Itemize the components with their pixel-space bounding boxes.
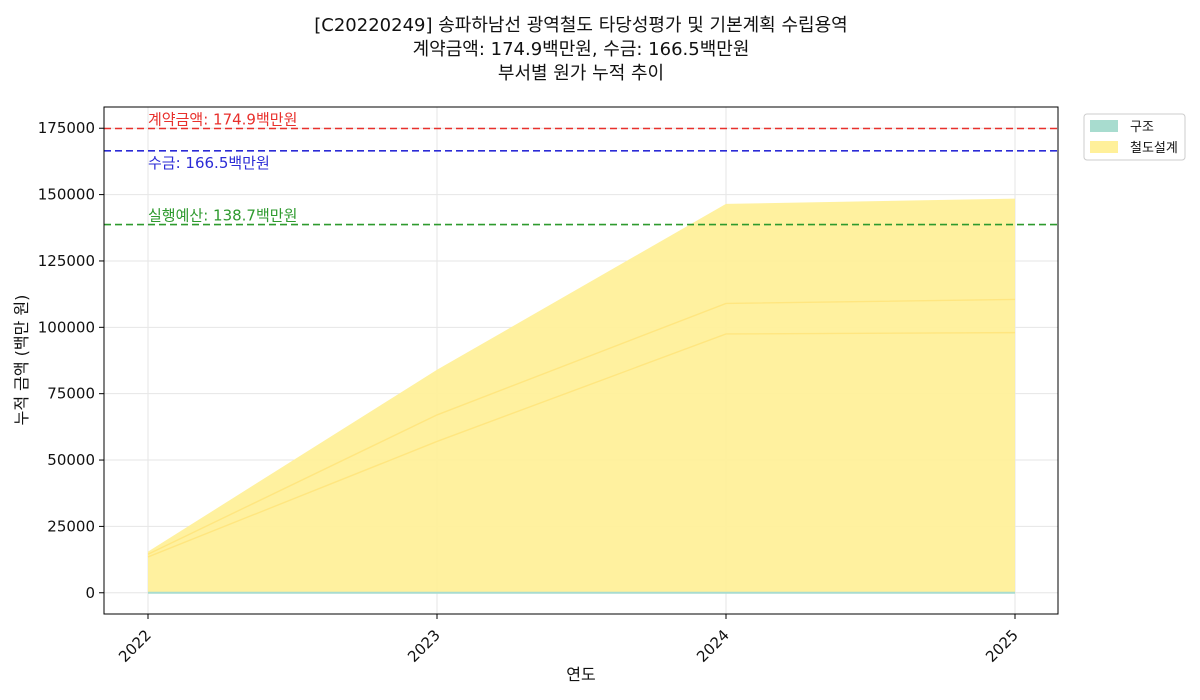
reference-line-label: 수금: 166.5백만원	[148, 154, 270, 172]
series-areas	[147, 198, 1016, 594]
y-tick-label: 150000	[38, 186, 95, 204]
x-tick-label: 2025	[982, 626, 1022, 666]
inner-stack-line	[147, 331, 1016, 558]
chart-title-line-1: [C20220249] 송파하남선 광역철도 타당성평가 및 기본계획 수립용역	[314, 15, 847, 36]
chart-title-line-2: 계약금액: 174.9백만원, 수금: 166.5백만원	[413, 39, 750, 60]
y-tick-label: 50000	[47, 451, 95, 469]
y-tick-label: 175000	[38, 119, 95, 137]
area-철도설계	[148, 198, 1015, 593]
reference-line-label: 계약금액: 174.9백만원	[148, 111, 297, 129]
x-axis-label: 연도	[566, 665, 595, 684]
legend-label: 철도설계	[1130, 141, 1178, 156]
legend-swatch	[1090, 120, 1118, 132]
plot-area-frame	[103, 106, 1059, 615]
y-tick-label: 125000	[38, 252, 95, 270]
x-tick-label: 2024	[693, 626, 733, 666]
reference-line-label: 실행예산: 138.7백만원	[148, 207, 297, 225]
y-tick-label: 25000	[47, 517, 95, 535]
y-tick-label: 75000	[47, 385, 95, 403]
x-tick-label: 2022	[115, 626, 155, 666]
x-axis-ticks: 2022 2023 2024 2025	[115, 614, 1022, 666]
y-axis-ticks: 0 25000 50000 75000 100000 125000 150000 175000	[38, 119, 104, 602]
inner-stack-line	[147, 298, 1016, 555]
chart-title-line-3: 부서별 원가 누적 추이	[498, 63, 664, 84]
y-tick-label: 0	[85, 584, 95, 602]
legend-swatch	[1090, 141, 1118, 153]
y-tick-label: 100000	[38, 318, 95, 336]
x-tick-label: 2023	[404, 626, 444, 666]
legend-label: 구조	[1130, 120, 1154, 135]
y-axis-label: 누적 금액 (백만 원)	[12, 295, 31, 426]
